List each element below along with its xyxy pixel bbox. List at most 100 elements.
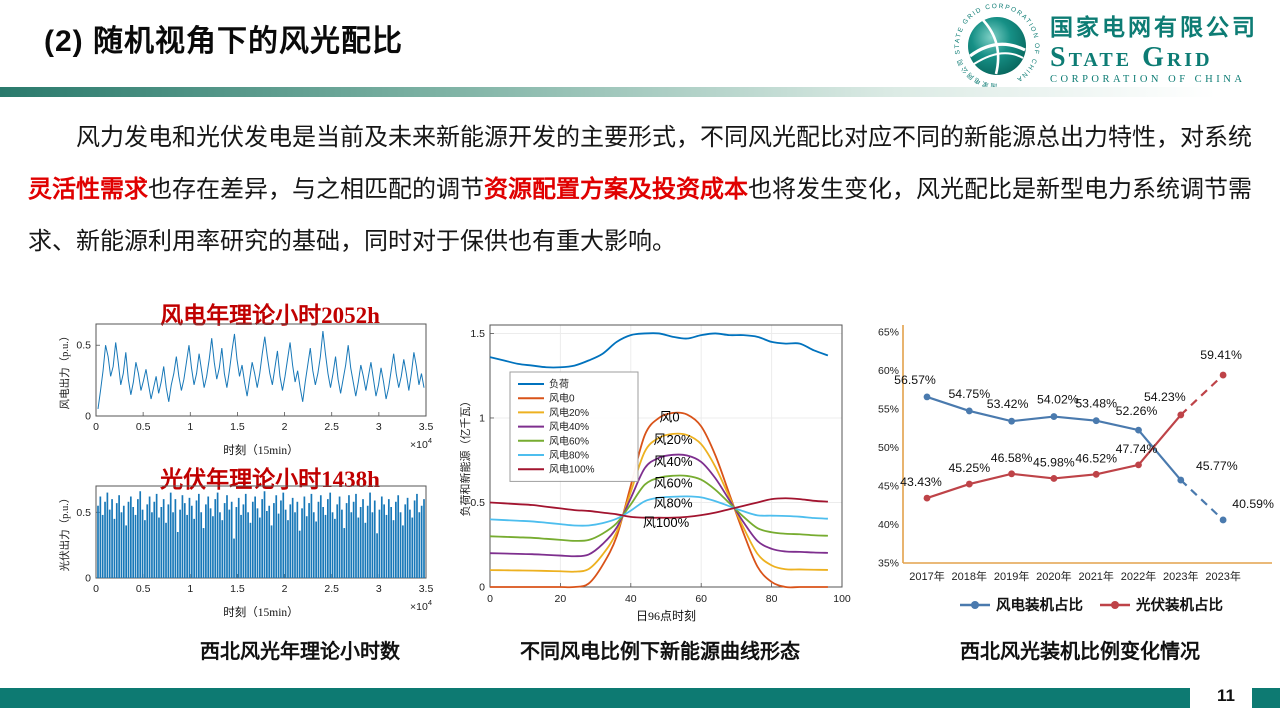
svg-text:52.26%: 52.26%: [1116, 404, 1158, 418]
svg-text:45.25%: 45.25%: [948, 461, 990, 475]
svg-text:46.58%: 46.58%: [991, 451, 1033, 465]
svg-text:20: 20: [555, 593, 567, 605]
svg-text:50%: 50%: [878, 442, 899, 454]
svg-text:光伏出力（p.u.）: 光伏出力（p.u.）: [58, 493, 71, 572]
page-number: 11: [1217, 686, 1235, 705]
svg-text:53.42%: 53.42%: [987, 397, 1029, 411]
svg-text:55%: 55%: [878, 404, 899, 416]
paragraph-text: 也将发生变化，风光配比是新型电力系统调节需求、新能源利用率研究的基础，同时对于保…: [28, 176, 1252, 255]
svg-text:47.74%: 47.74%: [1116, 442, 1158, 456]
svg-text:时刻（15min）: 时刻（15min）: [223, 443, 298, 457]
svg-text:风60%: 风60%: [654, 475, 693, 490]
svg-text:2022年: 2022年: [1121, 569, 1156, 583]
svg-text:3.5: 3.5: [419, 583, 434, 595]
svg-text:风电出力（p.u.）: 风电出力（p.u.）: [58, 331, 71, 410]
stategrid-logo: 国家电网公司 STATE GRID CORPORATION OF CHINA 国…: [952, 2, 1258, 90]
capacity-share-chart: 35% 40% 45% 50% 55% 60% 65% 2017年 2018年 2019年 2020…: [878, 325, 1274, 614]
svg-text:2: 2: [282, 421, 288, 433]
svg-text:0.5: 0.5: [136, 421, 151, 433]
svg-text:45.77%: 45.77%: [1196, 459, 1238, 473]
svg-text:45.98%: 45.98%: [1033, 455, 1075, 469]
svg-text:负荷和新能源（亿千瓦）: 负荷和新能源（亿千瓦）: [460, 396, 472, 517]
svg-text:风电100%: 风电100%: [549, 463, 595, 476]
svg-text:46.52%: 46.52%: [1075, 451, 1117, 465]
svg-text:3.5: 3.5: [419, 421, 434, 433]
svg-text:0: 0: [93, 583, 99, 595]
svg-text:2017年: 2017年: [909, 569, 944, 583]
svg-text:40.59%: 40.59%: [1232, 497, 1274, 511]
pv-output-chart: 0 0.5 1 1.5 2 2.5 3 3.5 0 0.5 光伏出力（p.u.） 时刻（15min） ×…: [58, 485, 434, 619]
svg-text:1: 1: [187, 583, 193, 595]
svg-text:2021年: 2021年: [1078, 569, 1113, 583]
paragraph-emphasis: 灵活性需求: [28, 176, 148, 203]
svg-text:0.5: 0.5: [470, 497, 485, 509]
svg-text:时刻（15min）: 时刻（15min）: [223, 605, 298, 619]
svg-text:风80%: 风80%: [654, 496, 693, 511]
footer-bar: [0, 688, 1190, 708]
caption-middle: 不同风电比例下新能源曲线形态: [520, 641, 800, 663]
svg-text:43.43%: 43.43%: [900, 475, 942, 489]
logo-en-subtitle: CORPORATION OF CHINA: [1050, 73, 1246, 85]
svg-text:2023年: 2023年: [1163, 569, 1198, 583]
svg-text:40: 40: [625, 593, 637, 605]
paragraph-text: 也存在差异，与之相匹配的调节: [148, 176, 484, 203]
svg-text:40%: 40%: [878, 519, 899, 531]
svg-text:风电20%: 风电20%: [549, 406, 589, 419]
svg-text:1.5: 1.5: [470, 328, 485, 340]
svg-text:60%: 60%: [878, 365, 899, 377]
logo-text-block: 国家电网有限公司 State Grid CORPORATION OF CHINA: [1050, 8, 1258, 85]
wind-output-chart: 0 0.5 1 1.5 2 2.5 3 3.5 0 0.5 风电出力（p.u.） 时刻（15min） ×…: [58, 323, 434, 457]
body-paragraph: 风力发电和光伏发电是当前及未来新能源开发的主要形式，不同风光配比对应不同的新能源…: [28, 112, 1252, 268]
pv-hours-title: 光伏年理论小时1438h: [160, 466, 380, 492]
svg-text:60: 60: [695, 593, 707, 605]
svg-text:3: 3: [376, 421, 382, 433]
svg-text:风40%: 风40%: [654, 454, 693, 469]
svg-text:风0: 风0: [659, 409, 679, 424]
svg-text:0.5: 0.5: [136, 583, 151, 595]
svg-text:35%: 35%: [878, 558, 899, 570]
svg-text:×104: ×104: [410, 436, 432, 451]
svg-text:2.5: 2.5: [324, 583, 339, 595]
svg-text:59.41%: 59.41%: [1200, 348, 1242, 362]
svg-text:×104: ×104: [410, 598, 432, 613]
page-title: (2) 随机视角下的风光配比: [44, 25, 403, 58]
svg-text:光伏装机占比: 光伏装机占比: [1135, 596, 1223, 614]
mix-curves-chart: 0 20 40 60 80 100 0 0.5 1 1.5 负荷和新能源（亿千瓦） 日96点时刻 负荷风…: [460, 324, 851, 623]
svg-text:1.5: 1.5: [230, 421, 245, 433]
svg-text:负荷: 负荷: [549, 378, 569, 391]
caption-left: 西北风光年理论小时数: [200, 641, 400, 663]
svg-text:风100%: 风100%: [643, 515, 690, 530]
svg-text:56.57%: 56.57%: [894, 373, 936, 387]
svg-text:65%: 65%: [878, 327, 899, 339]
svg-text:54.75%: 54.75%: [948, 387, 990, 401]
svg-text:2019年: 2019年: [994, 569, 1029, 583]
paragraph-text: 风力发电和光伏发电是当前及未来新能源开发的主要形式，不同风光配比对应不同的新能源…: [76, 124, 1252, 151]
svg-text:1: 1: [479, 412, 485, 424]
svg-text:风20%: 风20%: [654, 432, 693, 447]
svg-text:80: 80: [766, 593, 778, 605]
svg-text:2023年: 2023年: [1205, 569, 1240, 583]
svg-text:0.5: 0.5: [76, 340, 91, 352]
svg-text:2.5: 2.5: [324, 421, 339, 433]
svg-text:2: 2: [282, 583, 288, 595]
stategrid-globe-icon: 国家电网公司 STATE GRID CORPORATION OF CHINA: [954, 3, 1039, 90]
svg-text:1.5: 1.5: [230, 583, 245, 595]
svg-text:1: 1: [187, 421, 193, 433]
paragraph-emphasis: 资源配置方案及投资成本: [484, 176, 748, 203]
svg-text:54.02%: 54.02%: [1037, 393, 1079, 407]
svg-text:3: 3: [376, 583, 382, 595]
logo-cn-name: 国家电网有限公司: [1050, 13, 1258, 40]
svg-text:0: 0: [85, 573, 91, 585]
logo-en-name: State Grid: [1050, 41, 1213, 73]
svg-text:2018年: 2018年: [952, 569, 987, 583]
svg-text:0: 0: [487, 593, 493, 605]
svg-text:2020年: 2020年: [1036, 569, 1071, 583]
svg-text:风电40%: 风电40%: [549, 420, 589, 433]
svg-text:53.48%: 53.48%: [1075, 397, 1117, 411]
caption-right: 西北风光装机比例变化情况: [960, 641, 1200, 663]
svg-text:风电0: 风电0: [549, 392, 575, 405]
svg-text:0: 0: [479, 582, 485, 594]
svg-text:0: 0: [85, 411, 91, 423]
svg-text:45%: 45%: [878, 481, 899, 493]
